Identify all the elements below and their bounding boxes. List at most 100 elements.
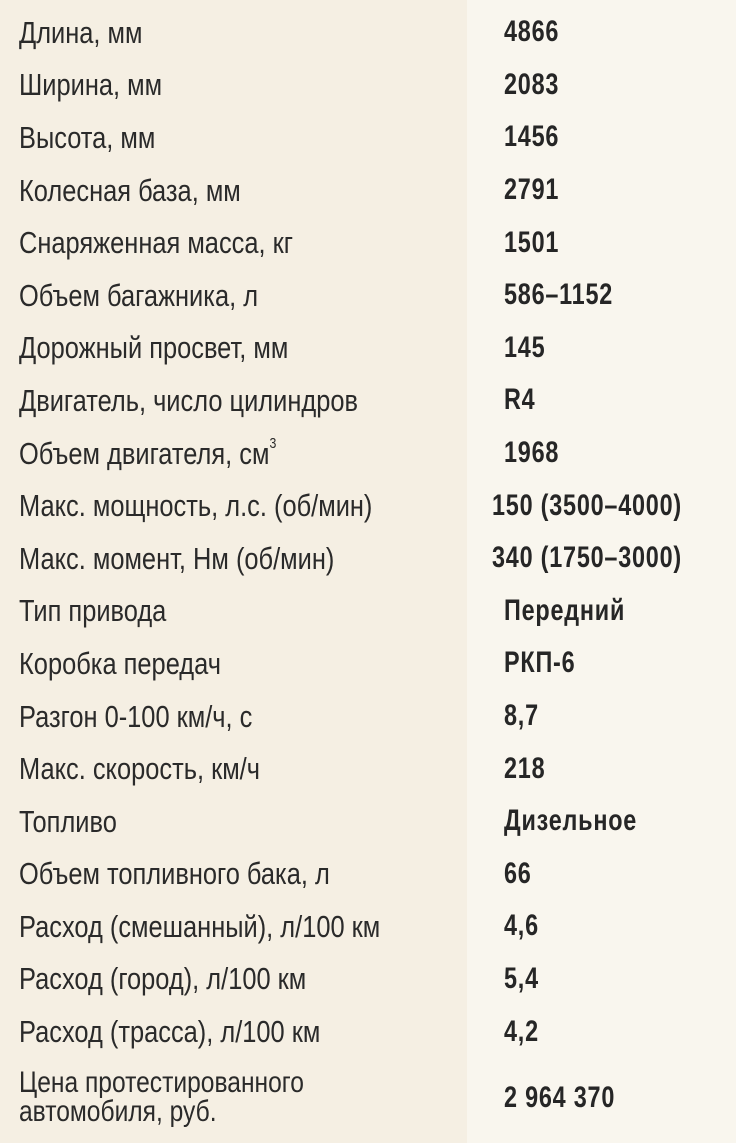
spec-label-cell: Объем двигателя, см3: [0, 434, 467, 471]
spec-value-cell: 4,6: [467, 911, 549, 941]
spec-label: Колесная база, мм: [19, 175, 241, 206]
spec-row: Макс. момент, Нм (об/мин) 340 (1750–3000): [0, 532, 736, 585]
spec-label-cell: Цена протестированного автомобиля, руб.: [0, 1068, 467, 1127]
spec-label-cell: Ширина, мм: [0, 69, 467, 100]
spec-value-cell: Передний: [467, 593, 659, 627]
spec-value: 1456: [504, 120, 560, 154]
spec-value-cell: 340 (1750–3000): [455, 543, 736, 573]
spec-label: Объем топливного бака, л: [19, 858, 330, 889]
spec-value-cell: R4: [467, 385, 544, 415]
spec-row: Коробка передач РКП-6: [0, 637, 736, 690]
spec-label: Тип привода: [19, 595, 166, 626]
spec-row: Колесная база, мм 2791: [0, 164, 736, 217]
spec-value: РКП-6: [504, 646, 576, 680]
spec-label-text: Макс. мощность, л.с. (об/мин): [19, 488, 373, 524]
spec-label-text: Объем багажника, л: [19, 277, 259, 313]
spec-row: Высота, мм 1456: [0, 111, 736, 164]
spec-value-cell: Дизельное: [467, 806, 675, 836]
spec-label-cell: Длина, мм: [0, 17, 467, 48]
spec-label-cell: Объем багажника, л: [0, 280, 467, 311]
spec-label-cell: Колесная база, мм: [0, 175, 467, 206]
spec-value: Дизельное: [504, 804, 638, 838]
spec-label-text: Двигатель, число цилиндров: [19, 382, 358, 418]
spec-label-cell: Снаряженная масса, кг: [0, 227, 467, 258]
spec-value: 66: [504, 856, 532, 890]
spec-row: Объем топливного бака, л 66: [0, 848, 736, 901]
spec-value: Передний: [504, 593, 626, 627]
spec-value: 5,4: [504, 961, 539, 995]
spec-label-cell: Объем топливного бака, л: [0, 858, 467, 889]
spec-value-cell: 1501: [467, 227, 575, 258]
spec-value-cell: 1968: [467, 438, 575, 468]
spec-value: 586–1152: [504, 278, 614, 312]
spec-row: Дорожный просвет, мм 145: [0, 322, 736, 375]
spec-row: Двигатель, число цилиндров R4: [0, 374, 736, 427]
spec-value-cell: 2 964 370: [467, 1080, 646, 1114]
spec-label: Расход (смешанный), л/100 км: [19, 911, 380, 942]
spec-value: 4866: [504, 15, 560, 49]
spec-value: 2 964 370: [504, 1080, 616, 1114]
spec-label-cell: Макс. скорость, км/ч: [0, 753, 467, 784]
spec-label-cell: Тип привода: [0, 595, 467, 626]
spec-label-text: Ширина, мм: [19, 67, 163, 103]
spec-label-text: Расход (город), л/100 км: [19, 961, 307, 997]
spec-label-cell: Коробка передач: [0, 648, 467, 679]
spec-label: Снаряженная масса, кг: [19, 227, 293, 258]
spec-value: 150 (3500–4000): [492, 488, 683, 522]
spec-label-text: Объем топливного бака, л: [19, 856, 330, 892]
spec-value: 340 (1750–3000): [492, 541, 683, 575]
spec-value-cell: 218: [467, 753, 557, 784]
spec-row: Расход (смешанный), л/100 км 4,6: [0, 900, 736, 953]
spec-label-cell: Расход (город), л/100 км: [0, 963, 467, 994]
spec-label: Расход (город), л/100 км: [19, 963, 306, 994]
spec-label: Макс. момент, Нм (об/мин): [19, 543, 334, 574]
spec-row: Макс. скорость, км/ч 218: [0, 742, 736, 795]
spec-label-text: Разгон 0-100 км/ч, с: [19, 698, 253, 734]
spec-value: 8,7: [504, 699, 539, 733]
spec-row: Длина, мм 4866: [0, 6, 736, 59]
spec-label: Макс. скорость, км/ч: [19, 753, 260, 784]
spec-row: Расход (город), л/100 км 5,4: [0, 953, 736, 1006]
spec-label-cell: Топливо: [0, 806, 467, 837]
spec-value-cell: 586–1152: [467, 280, 644, 310]
spec-value-cell: 8,7: [467, 701, 549, 731]
spec-value: 2083: [504, 67, 560, 101]
spec-value-cell: 4,2: [467, 1016, 549, 1047]
spec-label: Коробка передач: [19, 648, 221, 679]
spec-label-text: Расход (трасса), л/100 км: [19, 1014, 321, 1050]
spec-value-cell: РКП-6: [467, 648, 596, 678]
spec-value: 1968: [504, 436, 560, 470]
spec-label: Высота, мм: [19, 122, 155, 153]
spec-label-text: Длина, мм: [19, 14, 143, 50]
spec-value-cell: 1456: [467, 122, 575, 152]
spec-label-cell: Расход (трасса), л/100 км: [0, 1016, 467, 1047]
spec-row: Расход (трасса), л/100 км 4,2: [0, 1005, 736, 1058]
spec-label: Расход (трасса), л/100 км: [19, 1016, 320, 1047]
spec-label-text: Макс. момент, Нм (об/мин): [19, 540, 335, 576]
spec-value-cell: 2791: [467, 175, 575, 205]
spec-label-text: Топливо: [19, 803, 117, 839]
spec-label-cell: Макс. мощность, л.с. (об/мин): [0, 490, 455, 521]
spec-label: Разгон 0-100 км/ч, с: [19, 701, 252, 732]
spec-label-cell: Макс. момент, Нм (об/мин): [0, 543, 455, 574]
spec-row: Разгон 0-100 км/ч, с 8,7: [0, 690, 736, 743]
spec-label-text: Расход (смешанный), л/100 км: [19, 908, 381, 944]
spec-value-cell: 150 (3500–4000): [455, 488, 736, 522]
spec-value-cell: 4866: [467, 17, 575, 47]
spec-label-text: Дорожный просвет, мм: [19, 330, 289, 366]
spec-label-text: Объем двигателя, см: [19, 435, 270, 471]
spec-label: Макс. мощность, л.с. (об/мин): [19, 490, 372, 521]
spec-value-cell: 145: [467, 330, 557, 364]
spec-row: Топливо Дизельное: [0, 795, 736, 848]
spec-value-cell: 5,4: [467, 961, 549, 995]
spec-value: 145: [504, 330, 546, 364]
spec-label-cell: Дорожный просвет, мм: [0, 332, 467, 363]
label-column-background: [0, 0, 467, 1143]
spec-label: Топливо: [19, 806, 117, 837]
spec-value: 4,6: [504, 909, 539, 943]
spec-label-text: Тип привода: [19, 593, 167, 629]
spec-label-cell: Высота, мм: [0, 122, 467, 153]
spec-value: 2791: [504, 173, 560, 207]
superscript: 3: [269, 434, 277, 452]
spec-row: Цена протестированного автомобиля, руб. 2…: [0, 1058, 736, 1138]
